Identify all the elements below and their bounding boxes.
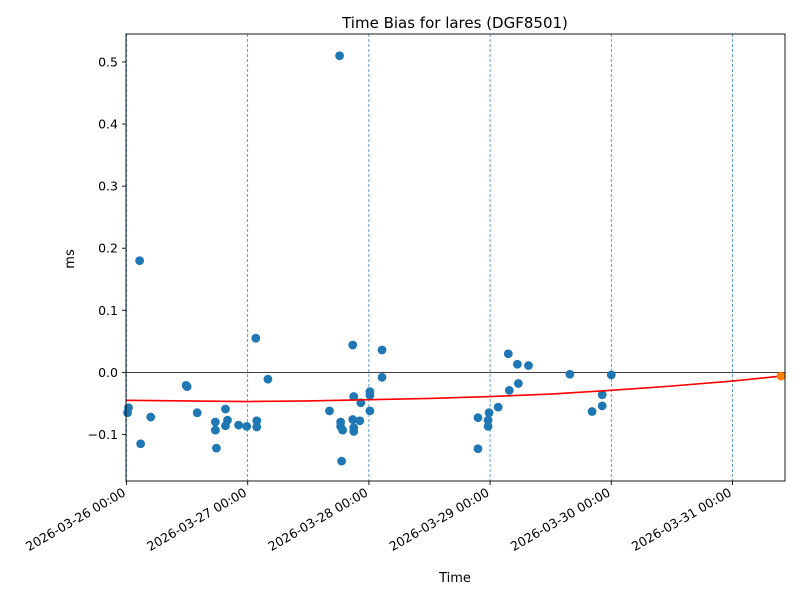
data-point — [365, 406, 375, 416]
data-point — [349, 426, 359, 436]
y-axis-label: ms — [63, 249, 78, 269]
data-point — [503, 349, 513, 359]
data-point — [504, 385, 514, 395]
data-point — [210, 425, 220, 435]
data-point — [606, 370, 616, 380]
data-point — [377, 345, 387, 355]
x-tick-label: 2026-03-31 00:00 — [629, 485, 734, 554]
data-point — [597, 390, 607, 400]
chart-title: Time Bias for lares (DGF8501) — [341, 14, 568, 32]
prediction-point — [776, 371, 786, 381]
data-point — [587, 407, 597, 416]
y-tick-label: 0.5 — [98, 54, 118, 69]
y-tick-label: 0.0 — [98, 365, 118, 380]
data-point — [234, 420, 244, 430]
data-point — [136, 439, 146, 449]
data-point — [252, 416, 262, 426]
data-point — [473, 413, 483, 423]
data-point — [483, 421, 493, 431]
x-tick-label: 2026-03-27 00:00 — [144, 485, 249, 554]
data-point — [377, 372, 387, 382]
y-tick-label: 0.4 — [98, 117, 118, 132]
data-point — [251, 333, 261, 343]
x-tick-label: 2026-03-26 00:00 — [23, 485, 128, 554]
data-point — [210, 417, 220, 427]
fit-curve — [126, 375, 782, 403]
y-tick-label: 0.3 — [98, 179, 118, 194]
data-point — [242, 421, 252, 431]
data-point — [365, 390, 375, 400]
gridlines — [126, 34, 785, 481]
data-point — [211, 443, 221, 453]
plot-frame — [125, 33, 786, 482]
y-tick-label: −0.1 — [88, 427, 118, 442]
data-point — [512, 359, 522, 369]
data-point — [524, 361, 533, 370]
axes-frame — [125, 33, 786, 482]
data-point — [221, 404, 230, 414]
y-tick-label: 0.1 — [98, 303, 118, 318]
data-point — [338, 425, 348, 435]
plot-series — [123, 51, 786, 466]
data-point — [484, 408, 494, 418]
data-point — [355, 416, 365, 426]
y-axis-ticks: −0.1 0.0 0.1 0.2 0.3 0.4 0.5 — [88, 54, 126, 442]
data-point — [513, 379, 523, 388]
data-point — [192, 408, 202, 418]
x-tick-label: 2026-03-28 00:00 — [265, 485, 370, 554]
x-axis-ticks: 2026-03-26 00:00 2026-03-27 00:00 2026-03-… — [23, 481, 734, 554]
data-point — [182, 382, 192, 392]
data-point — [493, 402, 503, 412]
data-point — [263, 374, 273, 384]
data-point — [252, 422, 262, 432]
data-point — [473, 444, 483, 454]
data-point — [348, 340, 358, 350]
data-point — [146, 412, 156, 422]
data-point — [325, 406, 334, 416]
data-point — [565, 369, 575, 379]
x-tick-label: 2026-03-29 00:00 — [387, 485, 492, 554]
data-point — [124, 403, 133, 413]
data-point — [135, 256, 145, 266]
x-axis-label: Time — [438, 571, 471, 586]
y-tick-label: 0.2 — [98, 241, 118, 256]
data-point — [349, 392, 359, 401]
data-point — [597, 401, 607, 411]
data-point — [335, 51, 345, 61]
data-point — [223, 415, 232, 425]
data-point — [337, 456, 347, 466]
data-point — [348, 415, 358, 424]
data-point — [483, 415, 493, 425]
x-tick-label: 2026-03-30 00:00 — [508, 485, 613, 554]
